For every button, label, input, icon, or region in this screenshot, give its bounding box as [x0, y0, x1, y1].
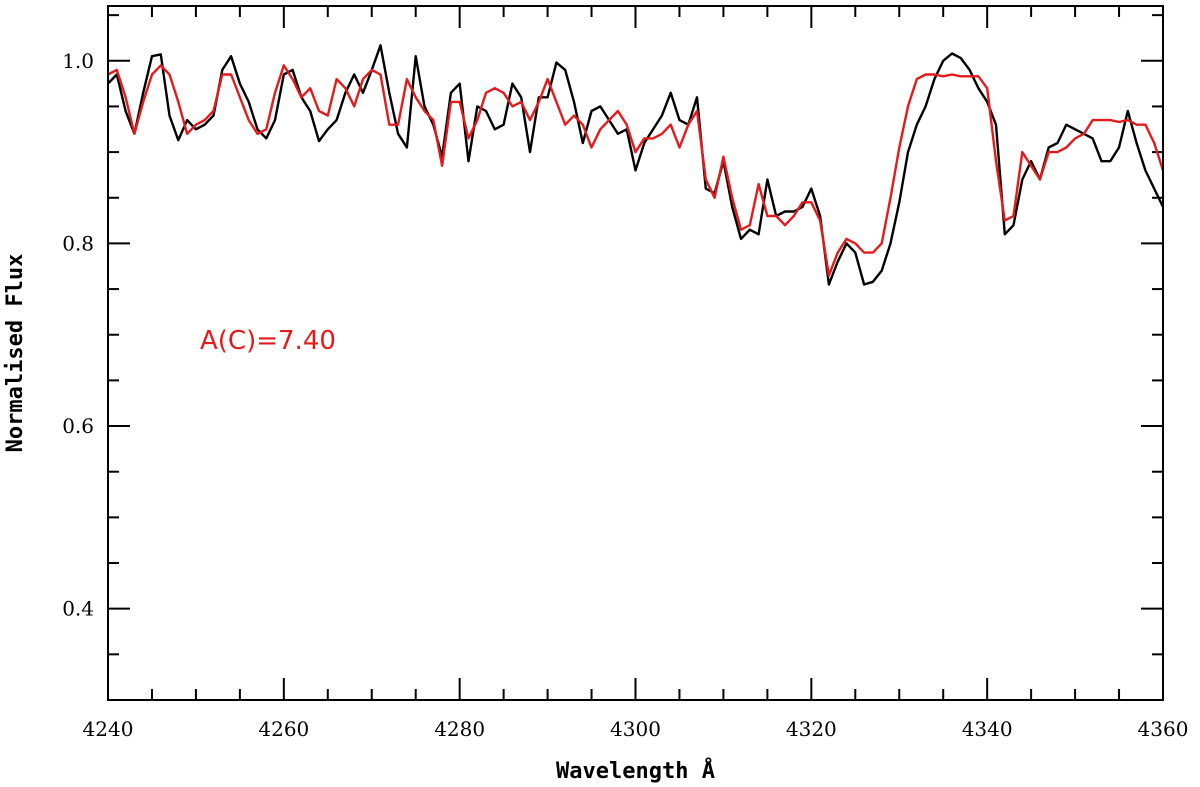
abundance-annotation: A(C)=7.40 [200, 326, 336, 356]
plot-lines [107, 44, 1165, 286]
tick-labels: 4240 4260 4280 4300 4320 4340 4360 0.4 0.6 0.8 1.0 [62, 49, 1188, 741]
y-tick-label: 0.4 [62, 597, 94, 621]
x-tick-label: 4260 [258, 717, 309, 741]
y-axis-title: Normalised Flux [3, 254, 28, 453]
y-tick-label: 0.8 [62, 231, 94, 255]
x-axis-title: Wavelength Å [556, 758, 715, 784]
plot-frame [107, 5, 1164, 701]
tick-marks [107, 6, 1164, 701]
y-tick-label: 0.6 [62, 414, 94, 438]
observed-spectrum-line [107, 44, 1165, 286]
x-tick-label: 4240 [83, 717, 134, 741]
x-tick-label: 4360 [1138, 717, 1189, 741]
x-tick-label: 4280 [434, 717, 485, 741]
y-tick-label: 1.0 [62, 49, 94, 73]
x-tick-label: 4300 [610, 717, 661, 741]
synthetic-spectrum-line [107, 64, 1165, 277]
x-tick-label: 4320 [786, 717, 837, 741]
x-tick-label: 4340 [962, 717, 1013, 741]
